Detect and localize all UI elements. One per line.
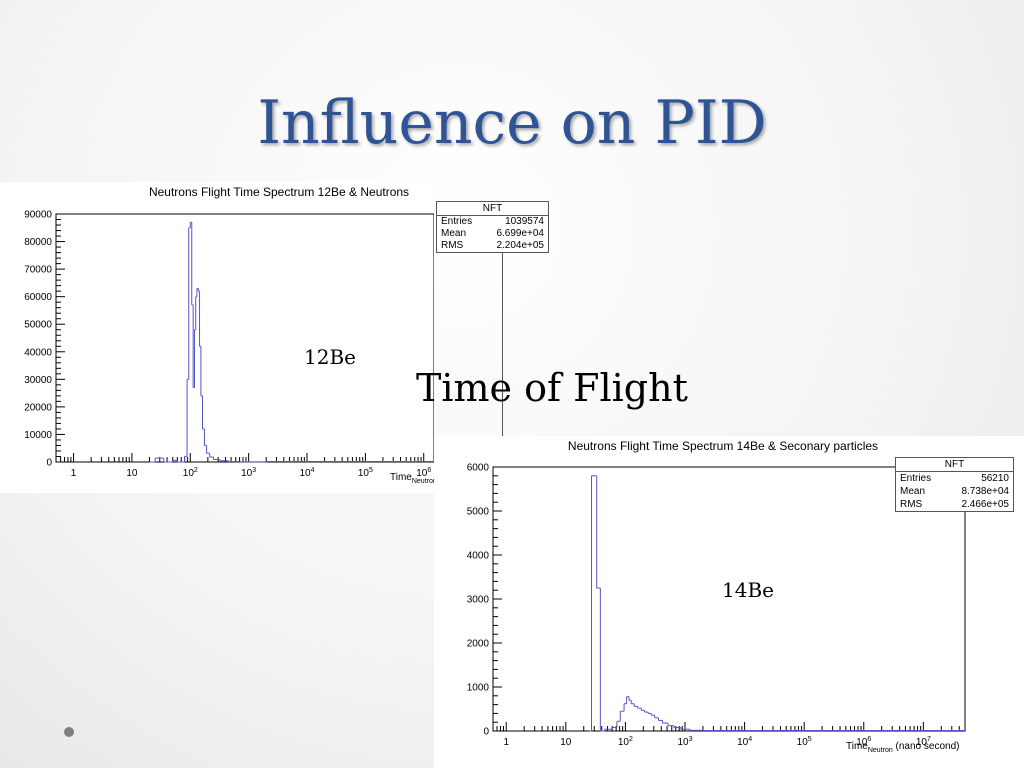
x-tick-exponent: 5 [808, 736, 812, 743]
stats-row-entries: Entries 56210 [896, 472, 1013, 485]
stats-mean-value: 8.738e+04 [961, 486, 1009, 497]
y-tick-label: 0 [483, 727, 489, 738]
label-14be: 14Be [722, 578, 774, 602]
y-tick-label: 1000 [467, 683, 490, 694]
label-12be: 12Be [304, 345, 356, 369]
y-tick-label: 6000 [467, 463, 490, 474]
chart-panel-12be: Neutrons Flight Time Spectrum 12Be & Neu… [0, 182, 434, 493]
y-tick-label: 30000 [24, 375, 52, 386]
stats-entries-label: Entries [441, 216, 473, 227]
stats-row-mean: Mean 6.699e+04 [437, 228, 548, 240]
x-tick-exponent: 6 [427, 467, 431, 474]
x-axis-label-unit: (nano second) [893, 741, 960, 752]
stats-row-rms: RMS 2.204e+05 [437, 240, 548, 252]
y-tick-label: 20000 [24, 402, 52, 413]
stats-rms-value: 2.466e+05 [961, 499, 1009, 510]
y-tick-label: 5000 [467, 507, 490, 518]
x-tick-exponent: 4 [311, 467, 315, 474]
stats-box-12be: NFT Entries 1039574 Mean 6.699e+04 RMS 2… [436, 201, 549, 253]
histogram-12be-svg: Neutrons Flight Time Spectrum 12Be & Neu… [24, 185, 434, 485]
x-tick-exponent: 2 [629, 736, 633, 743]
x-tick-exponent: 3 [689, 736, 693, 743]
x-tick-label: 1 [71, 468, 77, 479]
y-tick-label: 4000 [467, 551, 490, 562]
y-tick-label: 50000 [24, 320, 52, 331]
x-tick-label: 1 [503, 737, 509, 748]
x-axis-label: TimeNeutron (nano second) [846, 741, 959, 754]
bullet-icon [64, 727, 74, 737]
x-tick-label: 105 [358, 467, 373, 479]
x-tick-exponent: 3 [252, 467, 256, 474]
x-tick-label: 10 [560, 737, 572, 748]
stats-entries-value: 56210 [981, 473, 1009, 484]
slide-title: Influence on PID [257, 88, 767, 158]
x-tick-exponent: 6 [867, 736, 871, 743]
y-tick-label: 70000 [24, 265, 52, 276]
stats-row-mean: Mean 8.738e+04 [896, 485, 1013, 498]
stats-entries-value: 1039574 [505, 216, 544, 227]
x-tick-label: 103 [677, 736, 692, 748]
label-time-of-flight: Time of Flight [416, 366, 688, 410]
x-tick-exponent: 7 [927, 736, 931, 743]
x-tick-label: 103 [241, 467, 256, 479]
y-tick-label: 3000 [467, 595, 490, 606]
stats-mean-label: Mean [900, 486, 926, 497]
x-tick-label: 104 [737, 736, 752, 748]
stats-box-14be: NFT Entries 56210 Mean 8.738e+04 RMS 2.4… [895, 457, 1014, 512]
chart-title: Neutrons Flight Time Spectrum 12Be & Neu… [149, 185, 409, 199]
stats-rms-label: RMS [441, 240, 464, 251]
x-tick-label: 102 [618, 736, 633, 748]
y-tick-label: 0 [46, 458, 52, 469]
x-axis-label-subscript: Neutron [412, 478, 434, 485]
x-tick-label: 10 [126, 468, 138, 479]
stats-row-entries: Entries 1039574 [437, 216, 548, 228]
y-tick-label: 90000 [24, 210, 52, 221]
plot-frame [55, 213, 434, 463]
stats-rms-label: RMS [900, 499, 923, 510]
y-tick-label: 2000 [467, 639, 490, 650]
y-tick-label: 60000 [24, 292, 52, 303]
x-tick-label: 102 [183, 467, 198, 479]
x-tick-exponent: 2 [194, 467, 198, 474]
x-tick-label: 104 [299, 467, 314, 479]
stats-title: NFT [896, 458, 1013, 472]
x-tick-exponent: 5 [369, 467, 373, 474]
stats-rms-value: 2.204e+05 [496, 240, 544, 251]
histogram-14be-svg: Neutrons Flight Time Spectrum 14Be & Sec… [467, 439, 966, 754]
stats-mean-label: Mean [441, 228, 467, 239]
y-tick-label: 40000 [24, 347, 52, 358]
vertical-divider-line [502, 252, 503, 436]
chart-title: Neutrons Flight Time Spectrum 14Be & Sec… [568, 439, 878, 453]
stats-row-rms: RMS 2.466e+05 [896, 498, 1013, 511]
stats-entries-label: Entries [900, 473, 932, 484]
x-axis-label-subscript: Neutron [868, 747, 893, 754]
x-tick-exponent: 4 [748, 736, 752, 743]
x-tick-label: 105 [797, 736, 812, 748]
stats-mean-value: 6.699e+04 [496, 228, 544, 239]
y-tick-label: 10000 [24, 430, 52, 441]
stats-title: NFT [437, 202, 548, 216]
y-tick-label: 80000 [24, 237, 52, 248]
